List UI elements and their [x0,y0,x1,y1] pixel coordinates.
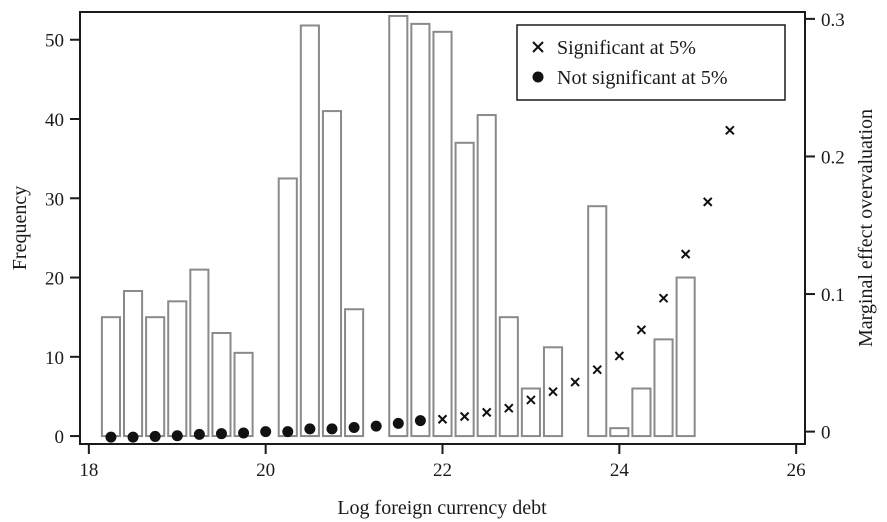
histogram-bar [675,276,696,438]
point-not-significant [304,423,316,435]
histogram-bar [587,205,608,438]
histogram-bar [498,316,519,438]
legend-box [516,24,786,101]
histogram-bar [388,14,409,438]
point-not-significant [193,428,205,440]
point-significant [570,377,580,387]
y-tick-label: 50 [45,31,64,52]
point-not-significant [127,431,139,443]
point-not-significant [238,427,250,439]
legend-marker-x-icon [532,41,544,53]
x-tick-label: 22 [433,460,452,481]
histogram-bar [432,30,453,438]
point-significant [658,293,669,303]
histogram-bar [653,338,674,438]
point-significant [636,325,647,335]
y-tick-label: 30 [45,189,64,210]
histogram-bar [167,300,188,438]
point-not-significant [260,426,272,438]
legend-label-significant: Significant at 5% [557,37,696,59]
histogram-bar [299,24,320,438]
point-not-significant [326,423,338,435]
histogram-bar [476,114,497,438]
point-not-significant [171,430,183,442]
y-tick-label: 40 [45,110,64,131]
histogram-bar [211,332,232,438]
x-axis-label: Log foreign currency debt [337,497,547,519]
point-not-significant [215,428,227,440]
point-significant [548,387,558,397]
y2-tick-label: 0.3 [821,10,845,31]
histogram-bar [410,22,431,438]
x-axis: 18 20 22 24 26 [79,444,806,481]
y2-tick-label: 0.2 [821,147,845,168]
histogram-bar [145,316,166,438]
x-tick-label: 20 [256,460,275,481]
y-tick-label: 20 [45,269,64,290]
histogram-bar [233,351,254,438]
point-significant [592,364,602,375]
point-significant [482,407,492,418]
point-significant [614,351,625,361]
point-significant [725,125,735,136]
point-not-significant [282,426,294,438]
histogram-bar [100,316,121,438]
point-significant [437,414,448,424]
histogram-bar [520,387,541,438]
histogram-bar [631,387,652,438]
point-not-significant [392,417,404,429]
point-not-significant [370,420,382,432]
point-significant [703,197,713,207]
y-tick-label: 0 [55,427,65,448]
legend: Significant at 5% Not significant at 5% [516,24,786,101]
y-tick-label: 10 [45,348,64,369]
legend-label-not-significant: Not significant at 5% [557,67,728,89]
histogram-bar [609,427,630,438]
x-tick-label: 18 [79,460,98,481]
point-not-significant [149,430,161,442]
y2-tick-label: 0 [821,423,831,444]
scatter-markers [105,125,735,443]
point-significant [680,249,691,259]
y2-axis-label: Marginal effect overvaluation [855,109,877,347]
point-significant [526,395,536,405]
y2-tick-label: 0.1 [821,285,845,306]
y-axis-left: 0 10 20 30 40 50 [45,31,80,448]
histogram-bar [189,268,210,438]
y-axis-right: 0 0.1 0.2 0.3 [805,10,845,444]
x-tick-label: 26 [787,460,806,481]
x-tick-label: 24 [610,460,630,481]
y-axis-label: Frequency [9,186,31,270]
point-significant [459,411,470,422]
histogram-bars [100,14,696,438]
point-significant [504,403,514,413]
histogram-bar [122,290,144,438]
legend-marker-dot-icon [532,71,544,83]
histogram-bar [277,177,298,438]
point-not-significant [348,421,360,433]
point-not-significant [105,431,117,443]
histogram-bar [344,308,365,438]
histogram-bar [321,110,343,438]
point-not-significant [414,415,426,427]
histogram-bar [454,141,475,438]
